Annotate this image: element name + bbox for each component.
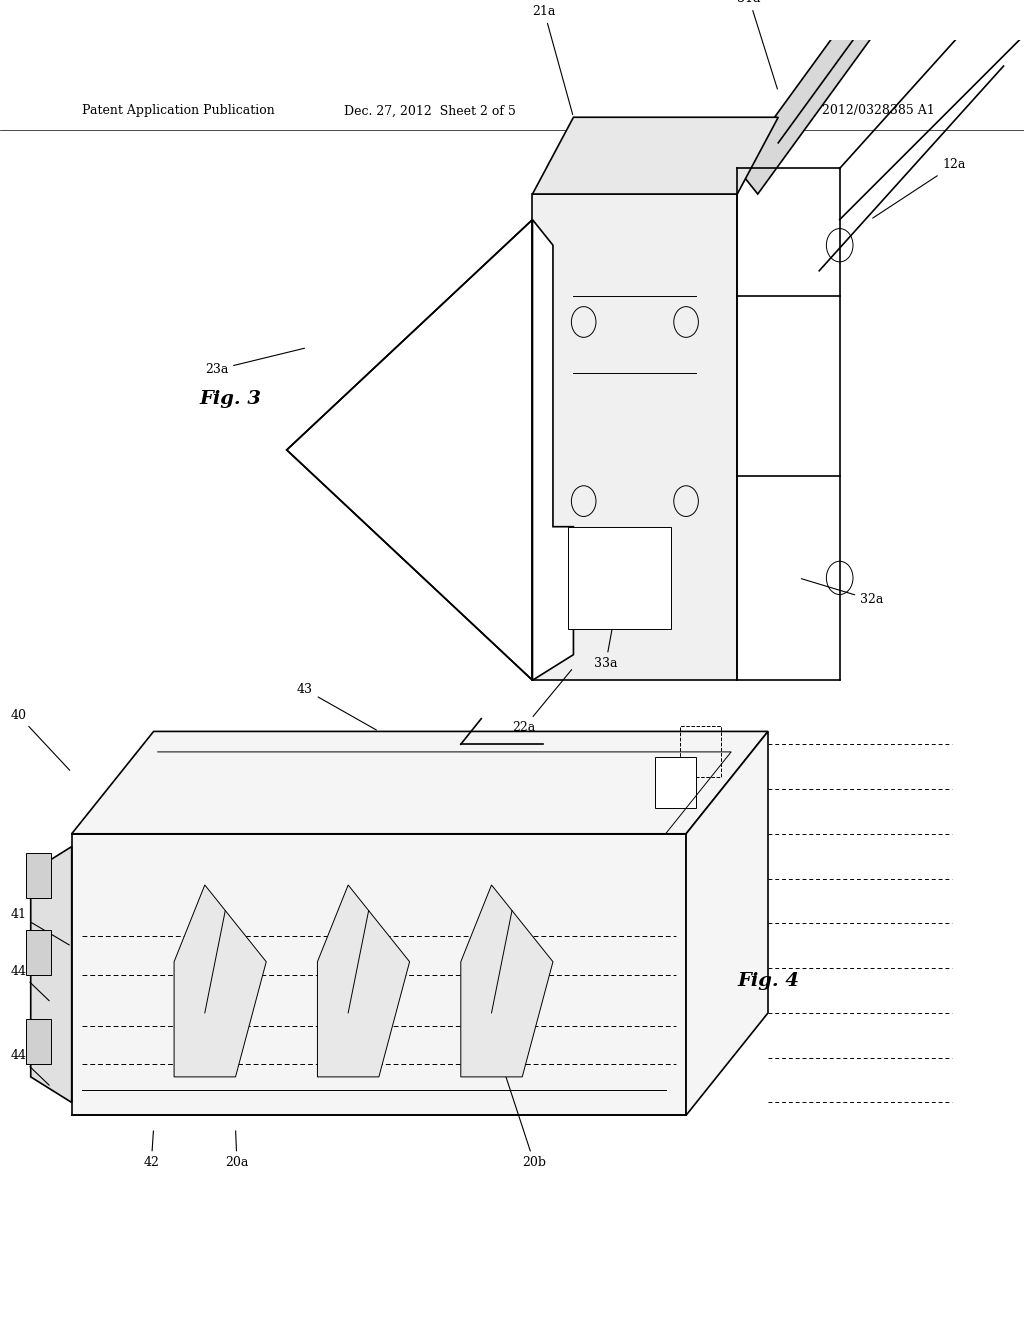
Polygon shape — [532, 117, 778, 194]
Polygon shape — [686, 731, 768, 1115]
Text: US 2012/0328385 A1: US 2012/0328385 A1 — [799, 104, 935, 117]
Polygon shape — [287, 219, 532, 680]
Text: 22a: 22a — [512, 669, 571, 734]
Text: 44: 44 — [10, 1049, 49, 1085]
Text: 33a: 33a — [594, 619, 617, 671]
Text: 31a: 31a — [737, 0, 777, 88]
Text: 41: 41 — [10, 908, 70, 945]
Text: 43: 43 — [297, 682, 377, 730]
Text: Fig. 4: Fig. 4 — [737, 972, 800, 990]
Text: 42: 42 — [143, 1131, 160, 1170]
Text: 32a: 32a — [802, 578, 884, 606]
Bar — [26, 853, 51, 898]
Text: 23a: 23a — [205, 348, 304, 376]
Polygon shape — [532, 194, 737, 680]
Polygon shape — [737, 0, 963, 194]
Text: Fig. 3: Fig. 3 — [200, 389, 262, 408]
Text: 21a: 21a — [532, 5, 572, 115]
Bar — [655, 756, 696, 808]
Text: 44: 44 — [10, 965, 49, 1001]
Text: 20b: 20b — [503, 1067, 546, 1170]
Bar — [26, 1019, 51, 1064]
Text: 12a: 12a — [872, 158, 966, 218]
Text: 20a: 20a — [225, 1131, 249, 1170]
Bar — [680, 726, 721, 777]
Polygon shape — [72, 731, 768, 834]
Polygon shape — [532, 219, 573, 680]
Polygon shape — [174, 884, 266, 1077]
Text: 40: 40 — [10, 709, 70, 771]
Text: Patent Application Publication: Patent Application Publication — [82, 104, 274, 117]
Polygon shape — [31, 846, 72, 1102]
Bar — [26, 929, 51, 974]
Polygon shape — [317, 884, 410, 1077]
Polygon shape — [287, 219, 532, 680]
Polygon shape — [72, 834, 686, 1115]
Bar — [568, 527, 671, 630]
Polygon shape — [461, 884, 553, 1077]
Text: Dec. 27, 2012  Sheet 2 of 5: Dec. 27, 2012 Sheet 2 of 5 — [344, 104, 516, 117]
